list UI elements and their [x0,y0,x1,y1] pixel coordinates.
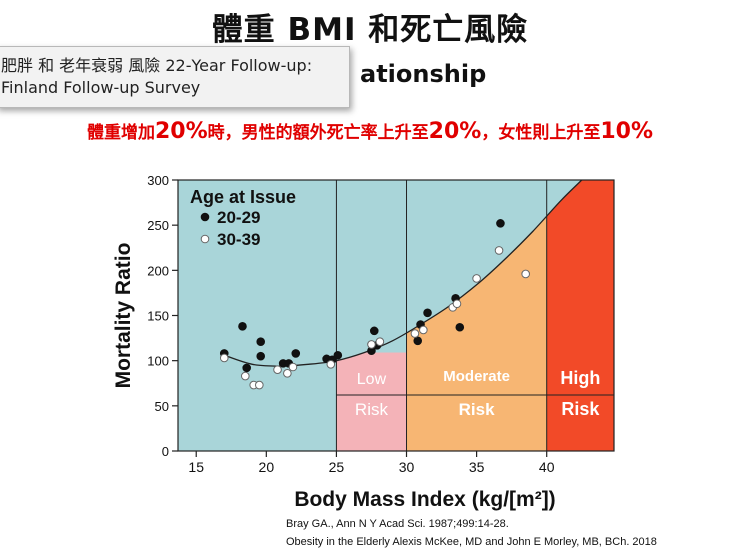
point-age-20-29 [423,308,432,318]
citation-1: Bray GA., Ann N Y Acad Sci. 1987;499:14-… [286,518,509,530]
point-age-20-29 [496,219,505,228]
y-axis-label: Mortality Ratio [112,243,135,389]
point-age-30-39 [273,365,282,375]
legend-label-20-29: 20-29 [217,208,260,227]
point-age-30-39 [255,380,264,390]
legend-label-30-39: 30-39 [217,230,260,249]
highlight-statement: 體重增加20%時，男性的額外死亡率上升至20%，女性則上升至10% [0,118,740,144]
x-tick-label: 35 [469,459,485,475]
point-age-30-39 [410,329,420,338]
y-tick-label: 0 [162,444,169,459]
y-tick-label: 200 [147,263,169,278]
slide-title: 體重 BMI 和死亡風險 [211,12,529,48]
zone-label-moderate-bottom: Risk [459,400,495,419]
point-age-20-29 [455,322,465,332]
point-age-20-29 [369,326,379,336]
tooltip-line-1: 肥胖 和 老年衰弱 風險 22-Year Follow-up: [1,56,313,75]
zone-fill-high [546,180,614,451]
zone-bg-normal [178,180,337,451]
y-tick-label: 150 [147,309,169,324]
point-age-20-29 [256,351,266,361]
point-age-20-29 [238,322,247,331]
point-age-30-39 [288,362,298,372]
point-age-30-39 [240,371,250,381]
zone-label-low-bottom: Risk [355,400,389,419]
point-age-30-39 [494,246,504,255]
highlight-value-2: 20% [428,119,482,144]
highlight-text-3: 死亡率上升至 [326,123,429,143]
hover-tooltip: 肥胖 和 老年衰弱 風險 22-Year Follow-up: Finland … [0,46,350,108]
point-age-30-39 [283,369,292,378]
point-age-30-39 [452,299,462,309]
point-age-30-39 [472,274,481,283]
highlight-text-2: 時，男性的額外 [207,123,327,143]
risk-zones [178,180,614,451]
highlight-text-1: 體重增加 [86,123,155,143]
zone-label-moderate-top: Moderate [443,368,510,385]
point-age-30-39 [219,353,229,363]
x-tick-label: 20 [259,459,275,475]
point-age-20-29 [256,337,266,346]
tooltip-line-2: Finland Follow-up Survey [1,78,201,97]
x-tick-label: 15 [188,459,204,475]
point-age-20-29 [242,363,251,373]
legend-title: Age at Issue [190,187,296,207]
highlight-value-1: 20% [154,119,208,144]
zone-label-high-bottom: Risk [561,399,600,419]
slide-subtitle: ationship [360,60,487,88]
point-age-20-29 [333,350,343,360]
x-tick-label: 40 [539,459,555,475]
point-age-30-39 [419,325,428,335]
point-age-30-39 [375,337,385,346]
x-axis-label: Body Mass Index (kg/[m²]) [294,488,555,511]
point-age-30-39 [367,340,376,349]
highlight-text-4: ，女性則上升至 [481,123,601,143]
y-tick-label: 100 [147,354,169,369]
point-age-30-39 [521,269,530,279]
axes: 0 50 100 150 200 250 300 15 20 25 30 35 40 Body Mass … [112,173,615,511]
y-tick-label: 300 [147,173,169,188]
citation-2: Obesity in the Elderly Alexis McKee, MD … [286,536,657,548]
x-tick-label: 30 [399,459,415,475]
data-points [219,219,530,390]
zone-labels: Low Risk Moderate Risk High Risk [355,368,600,419]
y-tick-label: 250 [147,218,169,233]
point-age-20-29 [413,336,423,346]
legend-marker-30-39 [200,234,210,244]
point-age-30-39 [326,359,336,369]
zone-fill-low [336,352,407,451]
zone-label-low-top: Low [357,371,387,388]
x-tick-label: 25 [329,459,345,475]
legend-marker-20-29 [200,212,210,222]
point-age-20-29 [291,349,301,358]
y-tick-label: 50 [155,399,169,414]
zone-lines [335,180,614,451]
highlight-value-3: 10% [600,119,653,144]
zone-label-high-top: High [560,368,600,388]
